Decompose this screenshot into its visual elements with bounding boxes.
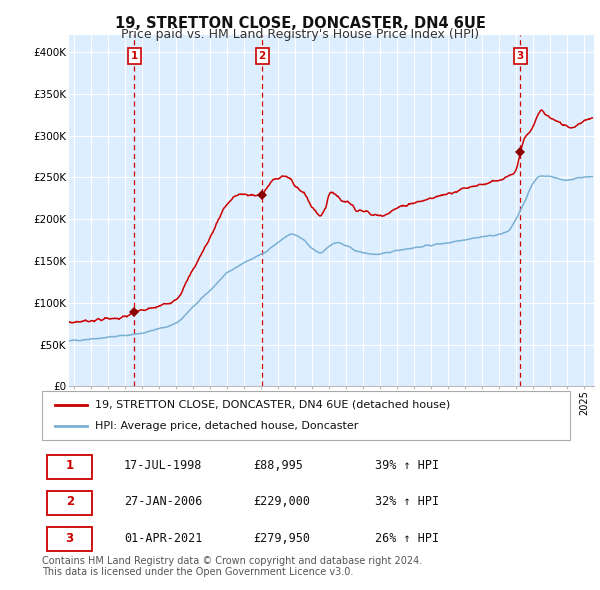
Text: 39% ↑ HPI: 39% ↑ HPI (374, 460, 439, 473)
Text: 3: 3 (517, 51, 524, 61)
Text: 19, STRETTON CLOSE, DONCASTER, DN4 6UE (detached house): 19, STRETTON CLOSE, DONCASTER, DN4 6UE (… (95, 399, 450, 409)
Text: 01-APR-2021: 01-APR-2021 (124, 532, 202, 545)
Text: 3: 3 (65, 532, 74, 545)
Text: 1: 1 (65, 460, 74, 473)
Text: Contains HM Land Registry data © Crown copyright and database right 2024.
This d: Contains HM Land Registry data © Crown c… (42, 556, 422, 578)
Text: HPI: Average price, detached house, Doncaster: HPI: Average price, detached house, Donc… (95, 421, 358, 431)
FancyBboxPatch shape (47, 527, 92, 551)
Text: 27-JAN-2006: 27-JAN-2006 (124, 496, 202, 509)
Text: Price paid vs. HM Land Registry's House Price Index (HPI): Price paid vs. HM Land Registry's House … (121, 28, 479, 41)
Text: 2: 2 (259, 51, 266, 61)
Text: 26% ↑ HPI: 26% ↑ HPI (374, 532, 439, 545)
FancyBboxPatch shape (47, 491, 92, 515)
Text: £279,950: £279,950 (253, 532, 310, 545)
Text: £229,000: £229,000 (253, 496, 310, 509)
Text: 1: 1 (131, 51, 138, 61)
Text: 19, STRETTON CLOSE, DONCASTER, DN4 6UE: 19, STRETTON CLOSE, DONCASTER, DN4 6UE (115, 16, 485, 31)
Text: 2: 2 (65, 496, 74, 509)
Text: 32% ↑ HPI: 32% ↑ HPI (374, 496, 439, 509)
Text: 17-JUL-1998: 17-JUL-1998 (124, 460, 202, 473)
Text: £88,995: £88,995 (253, 460, 303, 473)
FancyBboxPatch shape (47, 455, 92, 479)
